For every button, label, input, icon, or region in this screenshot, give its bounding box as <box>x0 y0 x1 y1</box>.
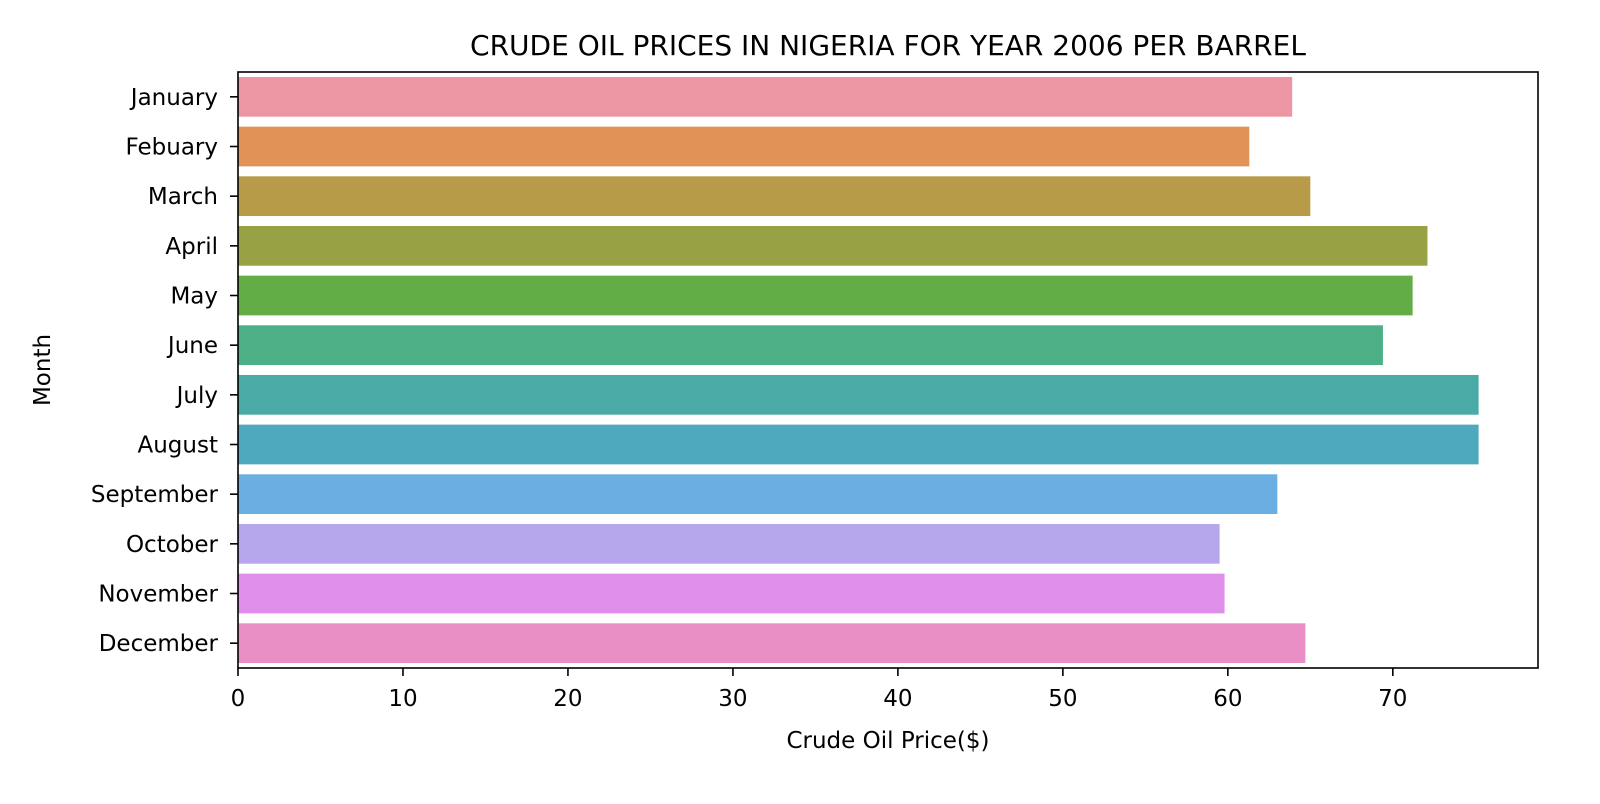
x-tick-label: 70 <box>1378 686 1407 712</box>
chart-title: CRUDE OIL PRICES IN NIGERIA FOR YEAR 200… <box>470 29 1306 62</box>
x-tick-label: 10 <box>388 686 417 712</box>
y-axis-title: Month <box>30 334 56 406</box>
bar-july <box>238 374 1479 415</box>
x-axis: 0 10 20 30 40 50 60 70 <box>231 668 1407 712</box>
bar-january <box>238 76 1293 117</box>
bar-september <box>238 474 1278 515</box>
y-tick-label: September <box>91 482 219 508</box>
x-tick-label: 40 <box>883 686 912 712</box>
x-axis-title: Crude Oil Price($) <box>786 728 989 754</box>
bars-layer <box>238 76 1479 664</box>
y-tick-label: May <box>170 284 218 310</box>
y-tick-label: October <box>126 532 219 558</box>
y-tick-label: March <box>148 184 218 210</box>
plot-frame <box>237 71 1539 669</box>
y-tick-label: January <box>129 85 218 111</box>
x-tick-label: 30 <box>718 686 747 712</box>
x-tick-label: 20 <box>553 686 582 712</box>
y-tick-label: December <box>99 631 219 657</box>
y-axis: January Febuary March April May June July Augus… <box>91 85 238 657</box>
y-tick-label: Febuary <box>126 135 218 161</box>
x-tick-label: 50 <box>1048 686 1077 712</box>
bar-june <box>238 325 1383 366</box>
bar-march <box>238 176 1311 217</box>
bar-november <box>238 573 1225 614</box>
y-tick-label: June <box>166 333 218 359</box>
y-tick-label: July <box>175 383 218 409</box>
y-tick-label: August <box>138 433 219 459</box>
bar-april <box>238 225 1428 266</box>
bar-febuary <box>238 126 1250 167</box>
bar-may <box>238 275 1413 316</box>
y-tick-label: April <box>165 234 218 260</box>
bar-august <box>238 424 1479 465</box>
x-tick-label: 60 <box>1213 686 1242 712</box>
bar-october <box>238 523 1220 564</box>
x-tick-label: 0 <box>231 686 246 712</box>
y-tick-label: November <box>98 582 218 608</box>
bar-december <box>238 623 1306 664</box>
